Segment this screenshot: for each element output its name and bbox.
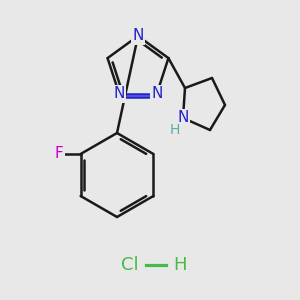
Text: F: F bbox=[54, 146, 63, 161]
Text: N: N bbox=[151, 86, 163, 101]
Text: H: H bbox=[170, 123, 180, 137]
Text: N: N bbox=[177, 110, 189, 125]
Text: Cl: Cl bbox=[121, 256, 139, 274]
Text: H: H bbox=[173, 256, 187, 274]
Text: N: N bbox=[132, 28, 144, 44]
Text: N: N bbox=[113, 86, 125, 101]
